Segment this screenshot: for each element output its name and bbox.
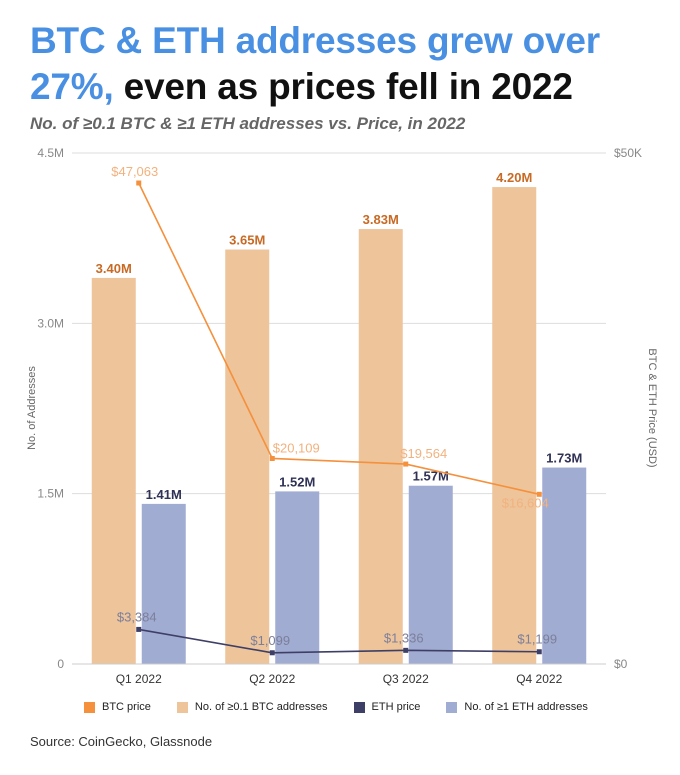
btc-price-point <box>269 455 275 461</box>
y2-tick-label: $50K <box>614 146 642 160</box>
legend-item: No. of ≥0.1 BTC addresses <box>176 701 328 713</box>
headline-part3: even as prices fell in 2022 <box>113 66 573 107</box>
legend-label: No. of ≥0.1 BTC addresses <box>194 701 328 713</box>
y2-axis-title: BTC & ETH Price (USD) <box>646 348 658 467</box>
legend-item: No. of ≥1 ETH addresses <box>446 701 588 713</box>
eth-bar-label: 1.73M <box>546 451 582 466</box>
legend-swatch <box>446 701 458 713</box>
y-tick-label: 3.0M <box>37 316 64 330</box>
btc-price-point <box>536 491 542 497</box>
legend-item: ETH price <box>353 701 421 713</box>
eth-bar-label: 1.57M <box>413 469 449 484</box>
btc-price-label: $16,604 <box>502 495 549 510</box>
btc-address-bar <box>492 187 537 665</box>
btc-bar-label: 4.20M <box>496 170 532 185</box>
headline-part1: BTC & ETH addresses grew over <box>30 20 600 61</box>
btc-bar-label: 3.65M <box>229 233 265 248</box>
y-tick-label: 4.5M <box>37 146 64 160</box>
btc-price-label: $19,564 <box>400 446 447 461</box>
legend-swatch <box>84 701 95 713</box>
headline: BTC & ETH addresses grew over 27%, even … <box>30 18 660 110</box>
y-axis-title: No. of Addresses <box>26 366 38 450</box>
eth-price-label: $1,336 <box>384 630 424 645</box>
y-tick-label: 1.5M <box>37 487 64 501</box>
btc-price-label: $47,063 <box>111 164 158 179</box>
eth-bar-label: 1.41M <box>146 487 182 502</box>
chart-svg: 0 1.5M 3.0M 4.5M $0 $50K No. of Addresses BTC &… <box>26 146 658 686</box>
legend-swatch <box>176 701 188 713</box>
legend-item: BTC price <box>84 701 151 713</box>
eth-price-point <box>136 626 142 632</box>
y2-tick-label: $0 <box>614 657 628 671</box>
legend-swatch <box>353 701 365 713</box>
x-tick-label: Q3 2022 <box>383 672 429 686</box>
y-tick-label: 0 <box>57 657 64 671</box>
btc-address-bar <box>91 277 136 664</box>
headline-part2: 27%, <box>30 66 114 107</box>
x-tick-label: Q1 2022 <box>116 672 162 686</box>
eth-price-point <box>403 647 409 653</box>
eth-price-line <box>138 628 540 654</box>
eth-price-point <box>536 649 542 655</box>
btc-bar-label: 3.83M <box>363 212 399 227</box>
eth-bar-label: 1.52M <box>279 474 315 489</box>
btc-price-line <box>138 182 540 496</box>
x-tick-label: Q4 2022 <box>516 672 562 686</box>
btc-bar-label: 3.40M <box>96 261 132 276</box>
legend-label: No. of ≥1 ETH addresses <box>464 701 588 713</box>
eth-address-bar <box>408 485 453 664</box>
btc-price-point <box>403 461 409 467</box>
legend-label: ETH price <box>371 701 421 713</box>
btc-address-bar <box>225 249 270 664</box>
eth-address-bar <box>141 503 186 664</box>
btc-price-point <box>136 180 142 186</box>
x-tick-label: Q2 2022 <box>249 672 295 686</box>
eth-price-label: $1,199 <box>517 632 557 647</box>
btc-price-label: $20,109 <box>273 440 320 455</box>
btc-address-bar <box>358 229 403 665</box>
eth-price-label: $1,099 <box>250 633 290 648</box>
legend-label: BTC price <box>102 701 151 713</box>
chart-legend: BTC price No. of ≥0.1 BTC addresses ETH pr… <box>84 701 624 713</box>
source-note: Source: CoinGecko, Glassnode <box>30 734 213 749</box>
eth-price-point <box>269 650 275 656</box>
eth-address-bar <box>542 467 587 664</box>
eth-address-bar <box>275 491 320 664</box>
chart-subtitle: No. of ≥0.1 BTC & ≥1 ETH addresses vs. P… <box>30 114 466 133</box>
eth-price-label: $3,384 <box>117 609 157 624</box>
